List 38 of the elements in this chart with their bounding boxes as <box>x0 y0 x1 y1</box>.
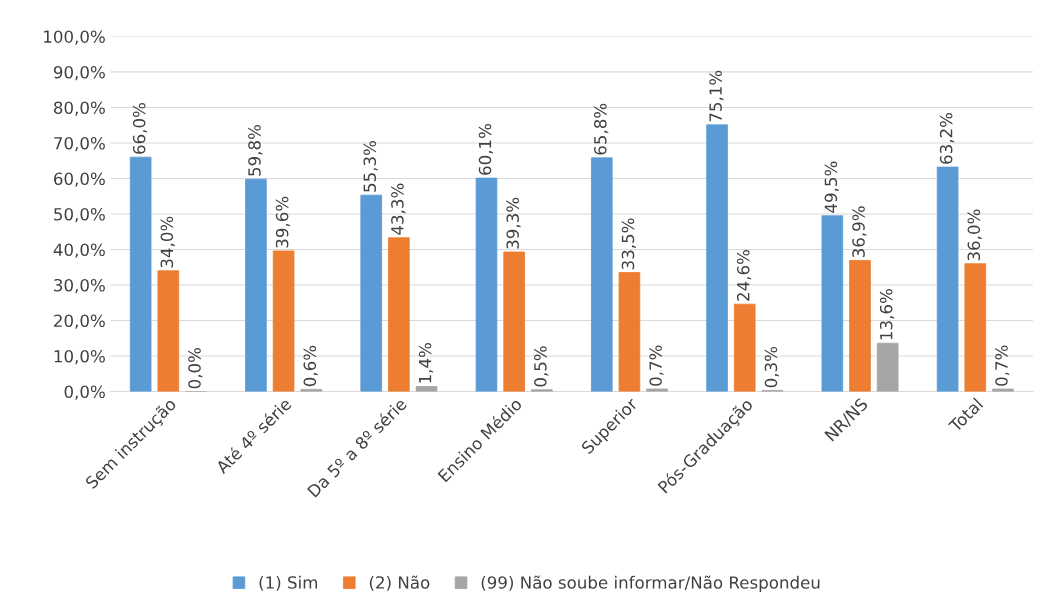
y-tick-label: 80,0% <box>53 101 105 116</box>
data-label: 1,4% <box>418 342 434 383</box>
data-label: 13,6% <box>879 289 895 340</box>
y-tick-label: 30,0% <box>54 278 105 294</box>
data-label: 55,3% <box>363 140 378 192</box>
data-label: 0,3% <box>764 346 779 388</box>
y-tick-label: 40,0% <box>53 243 105 258</box>
data-label: 0,6% <box>303 345 318 387</box>
y-tick-label: 90,0% <box>53 65 105 81</box>
data-label: 39,3% <box>506 197 521 249</box>
legend-label: (99) Não soube informar/Não Respondeu <box>481 575 820 592</box>
data-label: 39,6% <box>275 196 291 248</box>
data-label: 0,0% <box>188 347 203 389</box>
data-label: 63,2% <box>939 112 955 164</box>
y-tick-label: 10,0% <box>54 349 105 365</box>
data-label: 0,7% <box>995 345 1010 386</box>
data-label: 66,0% <box>132 103 148 154</box>
y-tick-label: 60,0% <box>54 172 105 187</box>
data-label: 75,1% <box>709 70 724 122</box>
data-label: 65,8% <box>594 103 609 155</box>
data-label: 36,0% <box>967 209 982 261</box>
data-label: 49,5% <box>824 161 839 213</box>
data-label: 59,8% <box>248 125 263 176</box>
data-label: 43,3% <box>391 183 406 235</box>
data-label: 36,9% <box>852 206 867 258</box>
y-tick-label: 100,0% <box>44 30 105 45</box>
data-label: 34,0% <box>160 216 175 268</box>
data-label: 24,6% <box>736 250 752 301</box>
y-tick-label: 50,0% <box>54 207 105 223</box>
y-tick-label: 0,0% <box>64 385 105 400</box>
data-label: 60,1% <box>478 123 494 175</box>
data-label: 33,5% <box>621 218 636 270</box>
legend-label: (2) Não <box>369 575 430 591</box>
y-tick-label: 20,0% <box>54 314 105 329</box>
legend-label: (1) Sim <box>259 575 318 591</box>
data-label: 0,5% <box>534 346 549 387</box>
y-tick-label: 70,0% <box>54 136 105 152</box>
data-label: 0,7% <box>649 345 664 386</box>
